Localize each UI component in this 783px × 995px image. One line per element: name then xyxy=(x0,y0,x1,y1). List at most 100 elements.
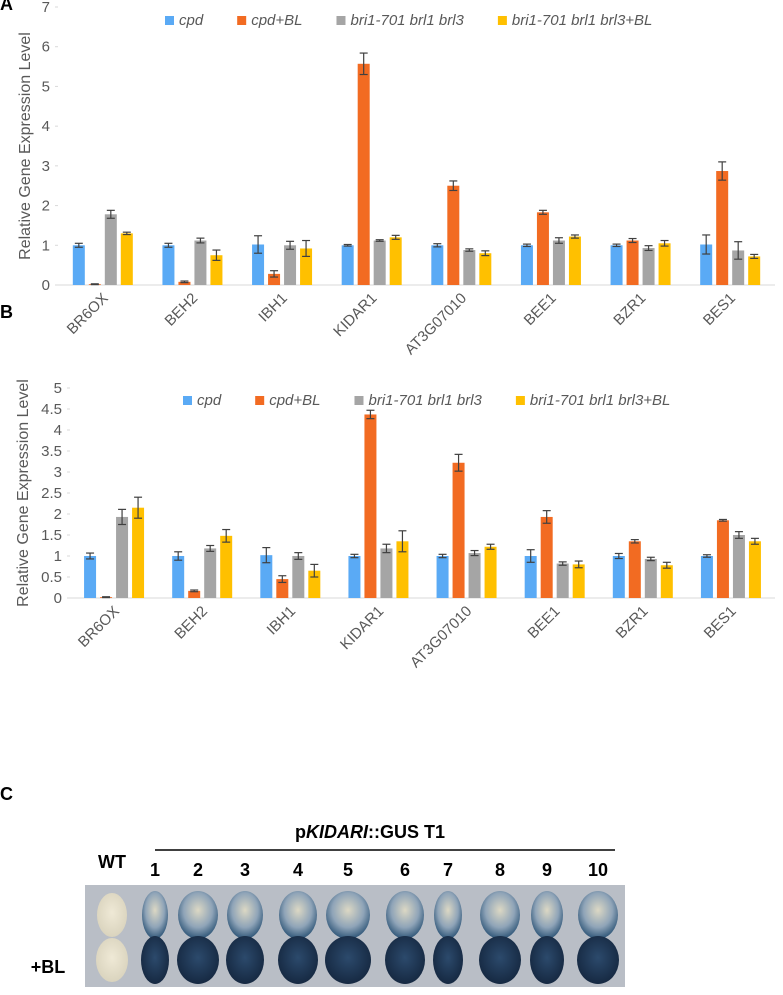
y-tick-label: 2 xyxy=(42,198,50,215)
leaf xyxy=(141,936,169,984)
bar xyxy=(540,516,553,598)
leaf xyxy=(577,936,619,984)
error-bar xyxy=(526,549,535,563)
leaf xyxy=(385,936,425,984)
legend-swatch xyxy=(354,396,364,405)
bar xyxy=(524,556,537,598)
error-bar xyxy=(106,209,115,219)
bar xyxy=(389,237,402,285)
panel-c: C pKIDARI::GUS T1 WT +BL 1 2 3 4 5 6 7 8 9 10 xyxy=(0,784,625,987)
leaf xyxy=(480,891,520,939)
y-tick-label: 4 xyxy=(42,118,50,135)
error-bar xyxy=(286,240,295,250)
error-bar xyxy=(212,249,221,261)
line-label: 3 xyxy=(240,860,250,880)
error-bar xyxy=(262,546,271,564)
error-bar xyxy=(86,552,95,560)
x-tick-label: BZR1 xyxy=(610,290,649,329)
bar xyxy=(194,240,207,285)
y-tick-label: 1 xyxy=(54,548,62,565)
bar xyxy=(644,558,657,598)
bar xyxy=(373,240,386,285)
error-bar xyxy=(465,248,474,252)
y-tick-label: 5 xyxy=(54,380,62,397)
legend-swatch xyxy=(237,16,247,25)
bar xyxy=(716,171,729,285)
bar xyxy=(468,553,481,598)
legend-label: bri1-701 brl1 brl3 xyxy=(350,12,464,29)
bar xyxy=(484,546,497,598)
bar xyxy=(479,253,492,285)
bar xyxy=(452,462,465,598)
error-bar xyxy=(310,563,319,578)
x-tick-label: AT3G07010 xyxy=(407,603,475,671)
legend-swatch xyxy=(255,396,265,405)
leaf xyxy=(178,891,218,939)
bar xyxy=(568,236,581,285)
leaf xyxy=(142,891,168,939)
x-tick-label: BEH2 xyxy=(171,603,211,643)
error-bar xyxy=(433,243,442,248)
error-bar xyxy=(542,510,551,524)
bar xyxy=(116,516,129,598)
y-axis-label: Relative Gene Expression Level xyxy=(17,32,34,260)
bar xyxy=(626,240,639,285)
error-bar xyxy=(570,234,579,239)
bar xyxy=(357,63,370,285)
error-bar xyxy=(628,237,637,244)
x-tick-label: IBH1 xyxy=(264,603,300,639)
y-tick-label: 0.5 xyxy=(41,569,62,586)
bar xyxy=(447,185,460,285)
bar xyxy=(658,243,671,285)
bar xyxy=(252,244,265,285)
error-bar xyxy=(366,409,375,420)
x-tick-label: BR6OX xyxy=(64,290,112,338)
error-bar xyxy=(438,553,447,559)
leaf xyxy=(227,891,263,939)
row-label: +BL xyxy=(31,957,66,977)
x-tick-label: KIDAR1 xyxy=(337,603,387,653)
error-bar xyxy=(718,161,727,181)
error-bar xyxy=(270,270,279,278)
line-label: 8 xyxy=(495,860,505,880)
error-bar xyxy=(343,243,352,247)
legend-swatch xyxy=(497,16,507,25)
error-bar xyxy=(302,239,311,258)
leaf xyxy=(578,891,618,939)
bar xyxy=(204,548,217,598)
error-bar xyxy=(350,553,359,559)
bar xyxy=(396,541,409,598)
bar xyxy=(660,565,673,598)
bar xyxy=(341,245,354,285)
y-tick-label: 0 xyxy=(42,277,50,294)
y-tick-label: 4.5 xyxy=(41,401,62,418)
y-tick-label: 4 xyxy=(54,422,62,439)
error-bar xyxy=(470,549,479,557)
line-label: 5 xyxy=(343,860,353,880)
error-bar xyxy=(164,242,173,248)
bar xyxy=(364,414,377,598)
x-tick-label: BEE1 xyxy=(524,603,563,642)
bar xyxy=(552,240,565,285)
bar xyxy=(536,212,549,285)
error-bar xyxy=(662,561,671,569)
bar xyxy=(72,245,85,285)
bar xyxy=(84,556,97,598)
error-bar xyxy=(398,530,407,553)
y-tick-label: 1.5 xyxy=(41,527,62,544)
bar xyxy=(716,520,729,598)
bar xyxy=(162,245,175,285)
error-bar xyxy=(454,453,463,472)
title-part: p xyxy=(295,822,306,842)
bar xyxy=(348,556,361,598)
error-bar xyxy=(734,241,743,260)
leaf xyxy=(279,891,317,939)
error-bar xyxy=(122,231,131,236)
y-tick-label: 3.5 xyxy=(41,443,62,460)
y-tick-label: 1 xyxy=(42,237,50,254)
y-tick-label: 0 xyxy=(54,590,62,607)
error-bar xyxy=(180,280,189,284)
error-bar xyxy=(134,496,143,519)
panel-label: B xyxy=(0,302,13,322)
y-tick-label: 3 xyxy=(54,464,62,481)
